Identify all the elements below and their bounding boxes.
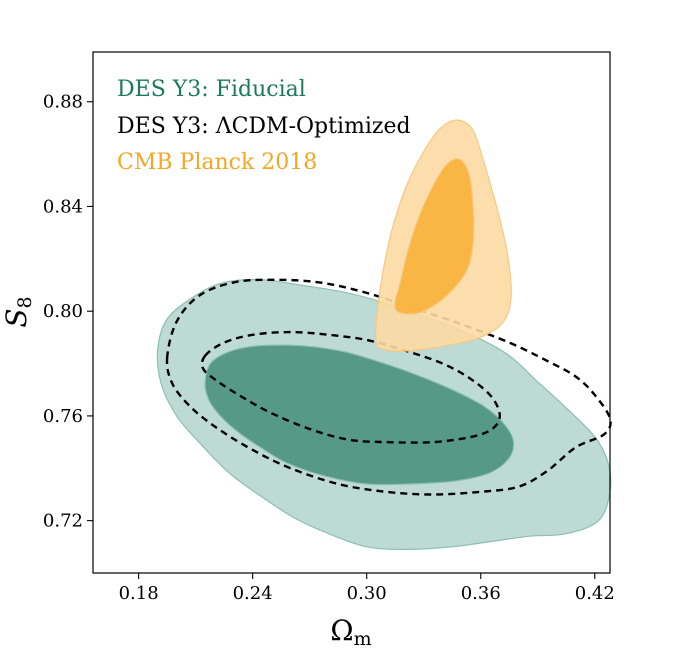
x-axis-label: Ωm (330, 614, 371, 650)
y-tick-label: 0.76 (43, 406, 83, 427)
y-tick-label: 0.80 (43, 301, 83, 322)
series-cmb-planck-2018 (374, 119, 512, 352)
contour-des-y3-cdm-optimized-68 (200, 330, 502, 444)
x-axis-label-sub: m (354, 628, 372, 650)
x-tick-label: 0.30 (347, 583, 387, 604)
y-axis-label-sub: 8 (14, 296, 36, 308)
ticks-layer: 0.18 0.24 0.30 0.36 0.42 0.72 0.76 0.80 0.84 0.88 (43, 92, 615, 604)
x-axis-label-symbol: Ω (330, 614, 353, 647)
y-tick-label: 0.88 (43, 92, 83, 113)
legend-entry-fiducial: DES Y3: Fiducial (117, 77, 306, 102)
series-des-y3-fiducial (156, 279, 612, 551)
y-tick-label: 0.72 (43, 511, 83, 532)
contour-cmb-planck-2018-68 (394, 158, 475, 315)
legend: DES Y3: Fiducial DES Y3: ΛCDM-Optimized … (117, 77, 411, 175)
x-tick-label: 0.24 (233, 583, 273, 604)
y-axis-label: S8 (0, 296, 36, 327)
contours-layer (156, 119, 612, 551)
y-axis-label-symbol: S (0, 308, 33, 327)
x-tick-label: 0.42 (575, 583, 615, 604)
legend-entry-lcdm-optimized: DES Y3: ΛCDM-Optimized (117, 114, 411, 139)
y-tick-label: 0.84 (43, 196, 83, 217)
x-tick-label: 0.36 (461, 583, 501, 604)
legend-entry-planck: CMB Planck 2018 (117, 150, 317, 175)
contour-des-y3-fiducial-68 (204, 344, 515, 486)
x-tick-label: 0.18 (119, 583, 159, 604)
plot-frame (92, 51, 611, 574)
